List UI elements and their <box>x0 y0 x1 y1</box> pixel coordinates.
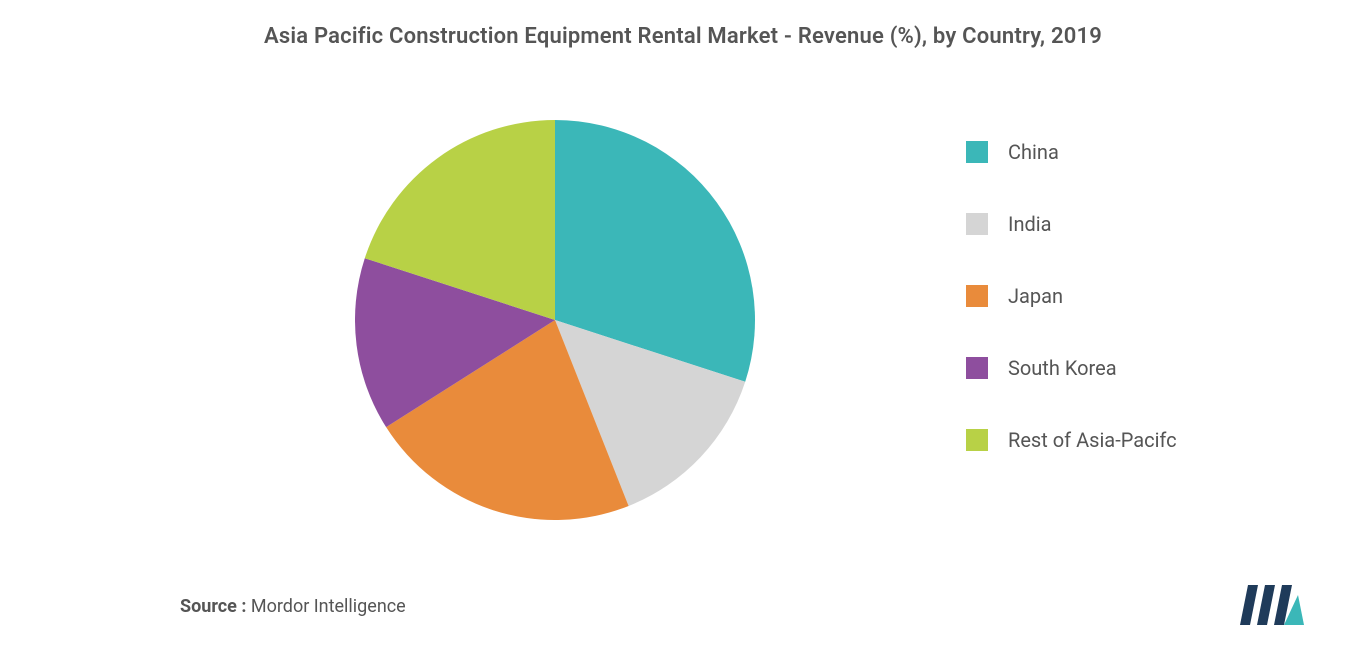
legend-label: Rest of Asia-Pacifc <box>1008 428 1177 452</box>
legend: China India Japan South Korea Rest of Asia-P… <box>966 140 1226 500</box>
legend-label: South Korea <box>1008 356 1117 380</box>
legend-swatch <box>966 141 988 163</box>
legend-label: Japan <box>1008 284 1063 308</box>
legend-swatch <box>966 357 988 379</box>
legend-label: India <box>1008 212 1052 236</box>
mordor-logo-icon <box>1240 585 1304 629</box>
source-label: Source : <box>180 596 246 617</box>
chart-title: Asia Pacific Construction Equipment Rent… <box>0 0 1366 49</box>
legend-swatch <box>966 285 988 307</box>
pie-chart <box>355 120 755 520</box>
legend-item: India <box>966 212 1226 236</box>
source-value: Mordor Intelligence <box>251 596 406 617</box>
chart-area: China India Japan South Korea Rest of Asia-P… <box>0 80 1366 560</box>
legend-item: Rest of Asia-Pacifc <box>966 428 1226 452</box>
legend-swatch <box>966 213 988 235</box>
legend-item: Japan <box>966 284 1226 308</box>
legend-label: China <box>1008 140 1059 164</box>
legend-item: South Korea <box>966 356 1226 380</box>
source-attribution: Source : Mordor Intelligence <box>180 596 406 617</box>
chart-container: Asia Pacific Construction Equipment Rent… <box>0 0 1366 655</box>
legend-swatch <box>966 429 988 451</box>
legend-item: China <box>966 140 1226 164</box>
